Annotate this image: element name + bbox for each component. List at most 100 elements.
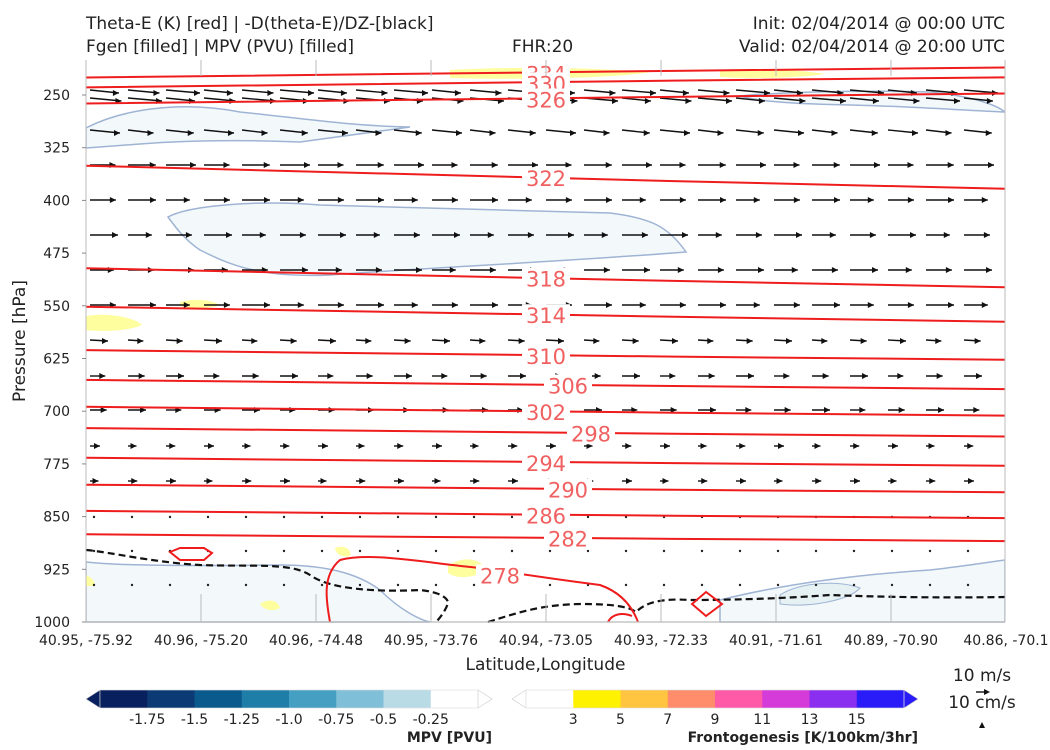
wind-arrowhead	[112, 90, 119, 96]
wind-vector	[92, 515, 96, 519]
wind-reference-w-label: 10 cm/s	[948, 693, 1016, 713]
fgen-colorbar-label: Frontogenesis [K/100km/3hr]	[688, 730, 918, 746]
theta-e-contour	[86, 378, 1005, 391]
fgen-colorbar-tick-label: 11	[753, 712, 771, 728]
wind-arrowhead	[114, 130, 120, 136]
x-tick-label: 40.96, -75.20	[154, 633, 248, 649]
wind-arrowhead	[593, 338, 600, 344]
theta-e-label: 302	[526, 401, 566, 425]
wind-arrowhead	[983, 232, 990, 238]
wind-arrowhead	[194, 90, 200, 96]
wind-arrowhead	[94, 443, 100, 449]
wind-vector	[662, 549, 666, 553]
wind-arrowhead	[670, 407, 677, 413]
wind-arrowhead	[411, 197, 418, 203]
wind-arrowhead	[335, 267, 342, 273]
wind-arrowhead	[375, 267, 382, 273]
wind-arrowhead	[449, 267, 456, 273]
wind-arrowhead	[375, 130, 382, 136]
wind-arrowhead	[480, 373, 487, 379]
fgen-colorbar-swatch	[809, 690, 858, 708]
y-tick-label: 400	[43, 193, 70, 209]
wind-arrowhead	[213, 373, 220, 379]
wind-arrowhead	[831, 267, 838, 273]
theta-e-contour	[86, 267, 1005, 289]
frontogenesis-region	[86, 314, 142, 331]
wind-arrowhead	[252, 373, 259, 379]
fgen-colorbar-swatch	[715, 690, 763, 708]
wind-arrowhead	[565, 197, 572, 203]
wind-arrowhead	[778, 443, 784, 449]
x-axis-label: Latitude,Longitude	[466, 655, 626, 675]
wind-vector	[92, 583, 96, 587]
wind-vector	[320, 583, 324, 587]
wind-arrowhead	[454, 232, 460, 238]
wind-vector	[814, 583, 818, 587]
wind-arrowhead	[682, 90, 689, 96]
wind-arrowhead	[290, 338, 297, 344]
wind-arrowhead	[717, 130, 724, 136]
x-tick-label: 40.86, -70.1	[963, 633, 1048, 649]
y-tick-label: 775	[43, 457, 70, 473]
wind-arrowhead	[292, 373, 298, 379]
fgen-colorbar-tick-label: 7	[663, 712, 672, 728]
wind-arrowhead	[223, 197, 230, 203]
wind-arrowhead	[701, 478, 708, 484]
wind-arrowhead	[784, 407, 791, 413]
wind-arrowhead	[869, 232, 876, 238]
fgen-colorbar-swatch	[667, 690, 716, 708]
wind-arrowhead	[267, 90, 274, 96]
wind-arrowhead	[854, 478, 860, 484]
wind-arrowhead	[570, 130, 576, 136]
wind-arrowhead	[907, 162, 914, 168]
x-tick-label: 40.89, -70.90	[844, 633, 938, 649]
wind-arrowhead	[799, 98, 806, 104]
wind-arrowhead	[684, 130, 690, 136]
wind-arrowhead	[373, 232, 380, 238]
theta-e-label-bg	[522, 304, 570, 327]
wind-vector	[396, 583, 400, 587]
wind-arrowhead	[867, 302, 874, 308]
mpv-colorbar-tick-label: -0.75	[318, 712, 354, 728]
wind-arrowhead	[898, 407, 905, 413]
wind-arrowhead	[943, 232, 950, 238]
wind-arrowhead	[981, 302, 988, 308]
wind-arrowhead	[791, 267, 798, 273]
theta-e-label-bg	[544, 527, 592, 550]
wind-arrowhead	[99, 373, 106, 379]
wind-vector	[738, 549, 742, 553]
wind-arrowhead	[340, 90, 347, 96]
wind-arrowhead	[527, 232, 534, 238]
mpv-negative-region	[86, 561, 431, 623]
wind-arrowhead	[568, 232, 574, 238]
wind-arrowhead	[912, 130, 918, 136]
theta-e-contour	[86, 427, 1005, 438]
wind-reference: 10 m/s 10 cm/s	[948, 666, 1016, 728]
wind-arrowhead	[776, 478, 783, 484]
wind-arrowhead	[327, 373, 334, 379]
wind-arrowhead	[451, 162, 458, 168]
wind-arrowhead	[720, 197, 726, 203]
mpv-colorbar-swatch	[430, 690, 479, 708]
wind-vector	[358, 549, 362, 553]
fgen-colorbar-tick-label: 5	[616, 712, 625, 728]
wind-arrowhead	[644, 267, 650, 273]
fgen-colorbar-tick-label: 9	[711, 712, 720, 728]
wind-arrowhead	[422, 90, 428, 96]
wind-vector	[206, 515, 210, 519]
chart-title-line2: Fgen [filled] | MPV (PVU) [filled]	[86, 37, 355, 57]
mpv-colorbar-extend-low	[85, 689, 101, 709]
wind-arrowhead	[153, 90, 160, 96]
x-tick-label: 40.94, -73.05	[499, 633, 593, 649]
x-tick-label: 40.91, -71.61	[729, 633, 823, 649]
wind-arrowhead	[302, 267, 308, 273]
wind-arrowhead	[228, 130, 234, 136]
wind-arrowhead	[532, 162, 538, 168]
theta-e-contour	[86, 66, 1005, 79]
wind-vector	[396, 515, 400, 519]
frontogenesis-region	[180, 299, 220, 309]
wind-arrowhead	[131, 478, 138, 484]
mpv-colorbar-extend-high	[477, 689, 493, 709]
valid-time-label: Valid: 02/04/2014 @ 20:00 UTC	[739, 37, 1005, 57]
wind-arrowhead	[565, 162, 572, 168]
